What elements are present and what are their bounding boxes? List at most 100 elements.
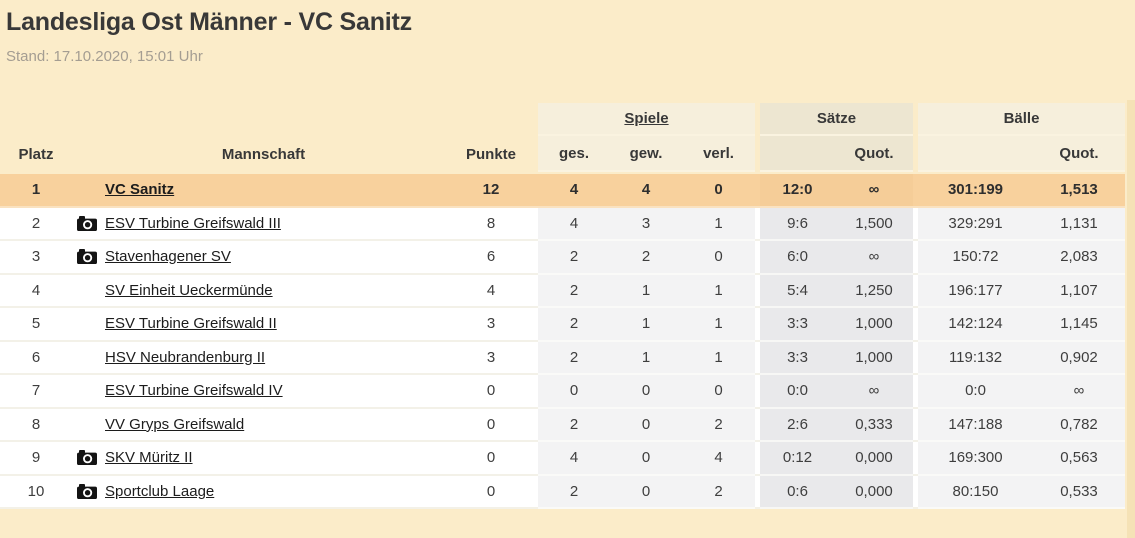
games-lost-cell: 0 xyxy=(682,375,755,409)
column-gap xyxy=(913,475,918,509)
sets-quotient-cell: 0,000 xyxy=(835,442,913,476)
column-gap xyxy=(755,274,760,308)
points-cell: 0 xyxy=(455,442,527,476)
column-gap xyxy=(527,341,538,375)
column-gap xyxy=(527,241,538,275)
balls-score-cell: 329:291 xyxy=(918,207,1033,241)
camera-icon[interactable] xyxy=(77,249,97,265)
rank-column-header: Platz xyxy=(18,145,54,163)
games-lost-cell: 1 xyxy=(682,308,755,342)
team-link[interactable]: HSV Neubrandenburg II xyxy=(105,348,266,366)
games-won-cell: 0 xyxy=(610,475,682,509)
sets-quotient-cell: ∞ xyxy=(835,241,913,275)
games-won-cell: 1 xyxy=(610,308,682,342)
rank-cell: 1 xyxy=(0,174,72,208)
team-link[interactable]: SKV Müritz II xyxy=(105,449,193,467)
balls-quotient-cell: 2,083 xyxy=(1033,241,1125,275)
balls-score-cell: 80:150 xyxy=(918,475,1033,509)
sets-quotient-cell: 1,250 xyxy=(835,274,913,308)
rank-cell: 6 xyxy=(0,341,72,375)
games-lost-cell: 2 xyxy=(682,475,755,509)
sets-group-header: Sätze xyxy=(760,103,913,136)
points-cell: 12 xyxy=(455,174,527,208)
team-column-header: Mannschaft xyxy=(221,145,306,163)
points-cell: 4 xyxy=(455,274,527,308)
balls-score-cell: 150:72 xyxy=(918,241,1033,275)
points-column-header: Punkte xyxy=(465,145,516,163)
team-cell: VC Sanitz xyxy=(72,174,455,208)
sets-score-cell: 0:12 xyxy=(760,442,835,476)
team-link[interactable]: ESV Turbine Greifswald II xyxy=(105,315,277,333)
team-link[interactable]: ESV Turbine Greifswald III xyxy=(105,214,281,232)
games-lost-header: verl. xyxy=(682,136,755,172)
team-link[interactable]: Stavenhagener SV xyxy=(105,248,231,266)
sets-quotient-cell: ∞ xyxy=(835,375,913,409)
column-gap xyxy=(913,308,918,342)
games-group-header[interactable]: Spiele xyxy=(538,103,755,136)
team-cell: SV Einheit Ueckermünde xyxy=(72,274,455,308)
team-cell: ESV Turbine Greifswald III xyxy=(72,207,455,241)
games-lost-cell: 0 xyxy=(682,241,755,275)
games-won-cell: 1 xyxy=(610,274,682,308)
column-gap xyxy=(527,442,538,476)
team-cell: SKV Müritz II xyxy=(72,442,455,476)
games-lost-cell: 2 xyxy=(682,408,755,442)
rank-cell: 10 xyxy=(0,475,72,509)
games-total-header: ges. xyxy=(538,136,610,172)
games-total-cell: 4 xyxy=(538,207,610,241)
camera-icon[interactable] xyxy=(77,215,97,231)
balls-quotient-cell: 1,145 xyxy=(1033,308,1125,342)
column-gap xyxy=(755,475,760,509)
team-photo-slot[interactable] xyxy=(77,483,105,499)
points-cell: 6 xyxy=(455,241,527,275)
team-link[interactable]: SV Einheit Ueckermünde xyxy=(105,281,273,299)
column-gap xyxy=(527,308,538,342)
table-body: 1 VC Sanitz 12 4 4 0 12:0 ∞ 301:199 1,513 2 ESV Tur… xyxy=(0,174,1125,509)
team-photo-slot[interactable] xyxy=(77,450,105,466)
balls-score-cell: 196:177 xyxy=(918,274,1033,308)
sets-score-cell: 3:3 xyxy=(760,308,835,342)
column-gap xyxy=(913,375,918,409)
table-row: 9 SKV Müritz II 0 4 0 4 0:12 0,000 169:300 0,563 xyxy=(0,442,1125,476)
league-table: Spiele Sätze Bälle Platz Mannschaft Punk… xyxy=(0,103,1125,509)
column-gap xyxy=(755,241,760,275)
games-won-header: gew. xyxy=(610,136,682,172)
balls-score-cell: 169:300 xyxy=(918,442,1033,476)
team-link[interactable]: Sportclub Laage xyxy=(105,482,215,500)
sets-score-cell: 6:0 xyxy=(760,241,835,275)
games-total-cell: 2 xyxy=(538,274,610,308)
team-link[interactable]: VC Sanitz xyxy=(105,181,175,199)
rank-cell: 5 xyxy=(0,308,72,342)
group-header-row: Spiele Sätze Bälle xyxy=(0,103,1125,136)
games-total-cell: 4 xyxy=(538,442,610,476)
balls-quotient-cell: 0,533 xyxy=(1033,475,1125,509)
rank-cell: 2 xyxy=(0,207,72,241)
column-gap xyxy=(755,375,760,409)
games-lost-cell: 4 xyxy=(682,442,755,476)
sets-score-cell: 0:6 xyxy=(760,475,835,509)
sets-quotient-header: Quot. xyxy=(835,136,913,172)
camera-icon[interactable] xyxy=(77,483,97,499)
team-link[interactable]: ESV Turbine Greifswald IV xyxy=(105,382,283,400)
table-row: 4 SV Einheit Ueckermünde 4 2 1 1 5:4 1,250 196:1… xyxy=(0,274,1125,308)
points-cell: 3 xyxy=(455,341,527,375)
rank-cell: 9 xyxy=(0,442,72,476)
column-gap xyxy=(913,341,918,375)
team-link[interactable]: VV Gryps Greifswald xyxy=(105,415,245,433)
games-total-cell: 2 xyxy=(538,475,610,509)
team-photo-slot[interactable] xyxy=(77,215,105,231)
column-gap xyxy=(913,442,918,476)
team-photo-slot[interactable] xyxy=(77,249,105,265)
camera-icon[interactable] xyxy=(77,450,97,466)
balls-quotient-cell: 0,902 xyxy=(1033,341,1125,375)
team-cell: Sportclub Laage xyxy=(72,475,455,509)
team-cell: HSV Neubrandenburg II xyxy=(72,341,455,375)
balls-score-cell: 147:188 xyxy=(918,408,1033,442)
points-cell: 8 xyxy=(455,207,527,241)
table-row: 1 VC Sanitz 12 4 4 0 12:0 ∞ 301:199 1,513 xyxy=(0,174,1125,208)
points-cell: 3 xyxy=(455,308,527,342)
points-cell: 0 xyxy=(455,375,527,409)
balls-score-cell: 0:0 xyxy=(918,375,1033,409)
sets-score-cell: 0:0 xyxy=(760,375,835,409)
balls-score-cell: 119:132 xyxy=(918,341,1033,375)
